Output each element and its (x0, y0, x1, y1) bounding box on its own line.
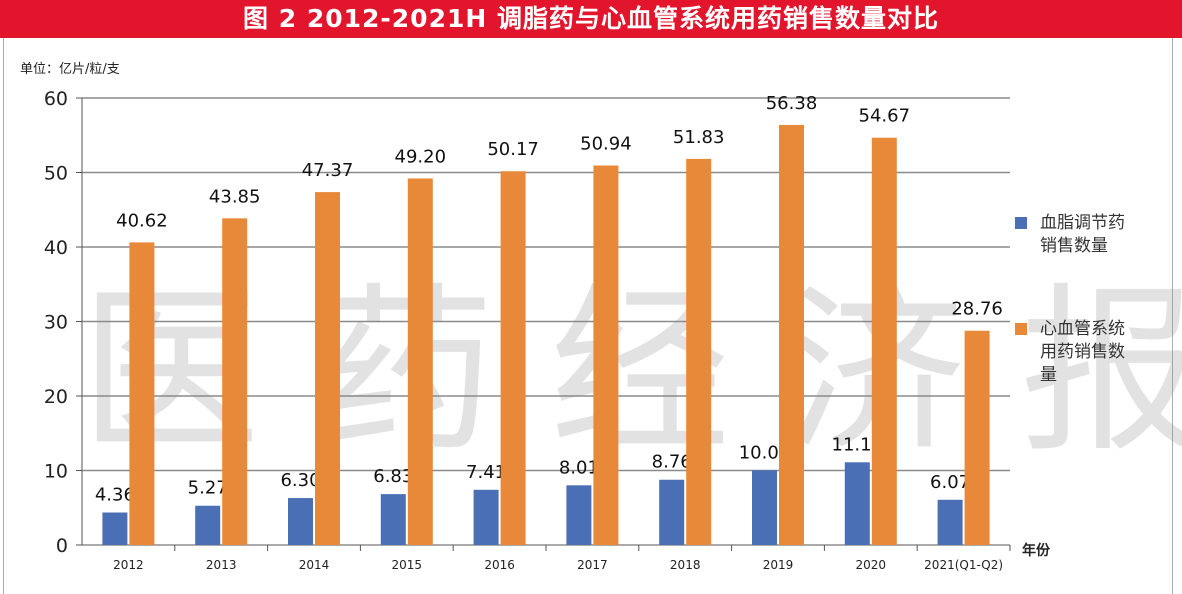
x-tick-label: 2020 (856, 558, 887, 572)
bar-lipid (844, 462, 870, 545)
bar-lipid (659, 479, 685, 545)
bar-lipid (380, 494, 406, 545)
data-label: 8.01 (559, 457, 599, 478)
x-axis-label: 年份 (1022, 543, 1050, 559)
y-tick-label: 10 (44, 461, 68, 483)
y-tick-label: 60 (44, 88, 68, 110)
legend-swatch-blue (1015, 217, 1027, 229)
y-tick-label: 40 (44, 237, 68, 259)
bar-cardio (129, 242, 155, 546)
data-label: 8.76 (652, 452, 692, 473)
data-label: 10.03 (739, 442, 791, 463)
bar-cardio (222, 218, 248, 545)
bar-cardio (686, 158, 712, 545)
data-label: 50.94 (580, 133, 632, 154)
y-tick-label: 0 (56, 535, 68, 557)
bar-lipid (102, 512, 128, 545)
bar-cardio (407, 178, 433, 545)
bar-lipid (752, 470, 777, 545)
data-label: 50.17 (487, 139, 539, 160)
data-label: 47.37 (302, 160, 354, 181)
data-label: 43.85 (209, 186, 261, 207)
bar-lipid (288, 498, 313, 545)
bar-cardio (964, 330, 990, 545)
legend-text-line: 血脂调节药 (1040, 213, 1125, 233)
data-label: 7.41 (466, 462, 506, 483)
x-tick-label: 2017 (577, 558, 608, 572)
data-label: 28.76 (951, 299, 1003, 320)
data-label: 4.36 (95, 485, 135, 506)
x-tick-label: 2018 (670, 558, 701, 572)
legend-swatch-orange (1015, 323, 1027, 335)
bar-lipid (195, 505, 221, 545)
legend-item-lipid: 血脂调节药 销售数量 (1015, 212, 1165, 258)
bar-lipid (473, 489, 499, 545)
bar-cardio (779, 124, 804, 546)
x-tick-label: 2014 (299, 558, 330, 572)
bar-cardio (315, 192, 340, 545)
data-label: 49.20 (395, 146, 447, 167)
bar-lipid (566, 485, 592, 545)
data-label: 54.67 (859, 106, 911, 127)
chart-title: 图 2 2012-2021H 调脂药与心血管系统用药销售数量对比 (0, 0, 1182, 38)
x-tick-label: 2019 (763, 558, 794, 572)
chart-frame (3, 38, 1173, 594)
data-label: 6.30 (280, 470, 320, 491)
data-label: 6.07 (930, 472, 970, 493)
x-tick-label: 2021(Q1-Q2) (924, 558, 1003, 572)
data-label: 51.83 (673, 127, 725, 148)
bar-lipid (937, 499, 963, 545)
legend-item-cardio: 心血管系统 用药销售数 量 (1015, 318, 1165, 387)
x-tick-label: 2012 (113, 558, 144, 572)
x-tick-label: 2016 (484, 558, 515, 572)
bar-cardio (593, 165, 619, 545)
data-label: 5.27 (188, 478, 228, 499)
legend-text-line: 心血管系统 (1040, 319, 1125, 339)
y-tick-label: 30 (44, 312, 68, 334)
bar-cardio (871, 137, 897, 545)
x-tick-label: 2015 (392, 558, 423, 572)
y-axis-unit-label: 单位：亿片/粒/支 (20, 62, 120, 77)
bar-cardio (500, 171, 526, 545)
legend-text-line: 量 (1040, 365, 1057, 385)
y-tick-label: 20 (44, 386, 68, 408)
legend-text-line: 用药销售数 (1040, 342, 1125, 362)
x-tick-label: 2013 (206, 558, 237, 572)
y-tick-label: 50 (44, 163, 68, 185)
data-label: 6.83 (373, 466, 413, 487)
data-label: 11.10 (832, 434, 884, 455)
data-label: 56.38 (766, 93, 818, 114)
legend-text-line: 销售数量 (1040, 236, 1108, 256)
data-label: 40.62 (116, 210, 168, 231)
